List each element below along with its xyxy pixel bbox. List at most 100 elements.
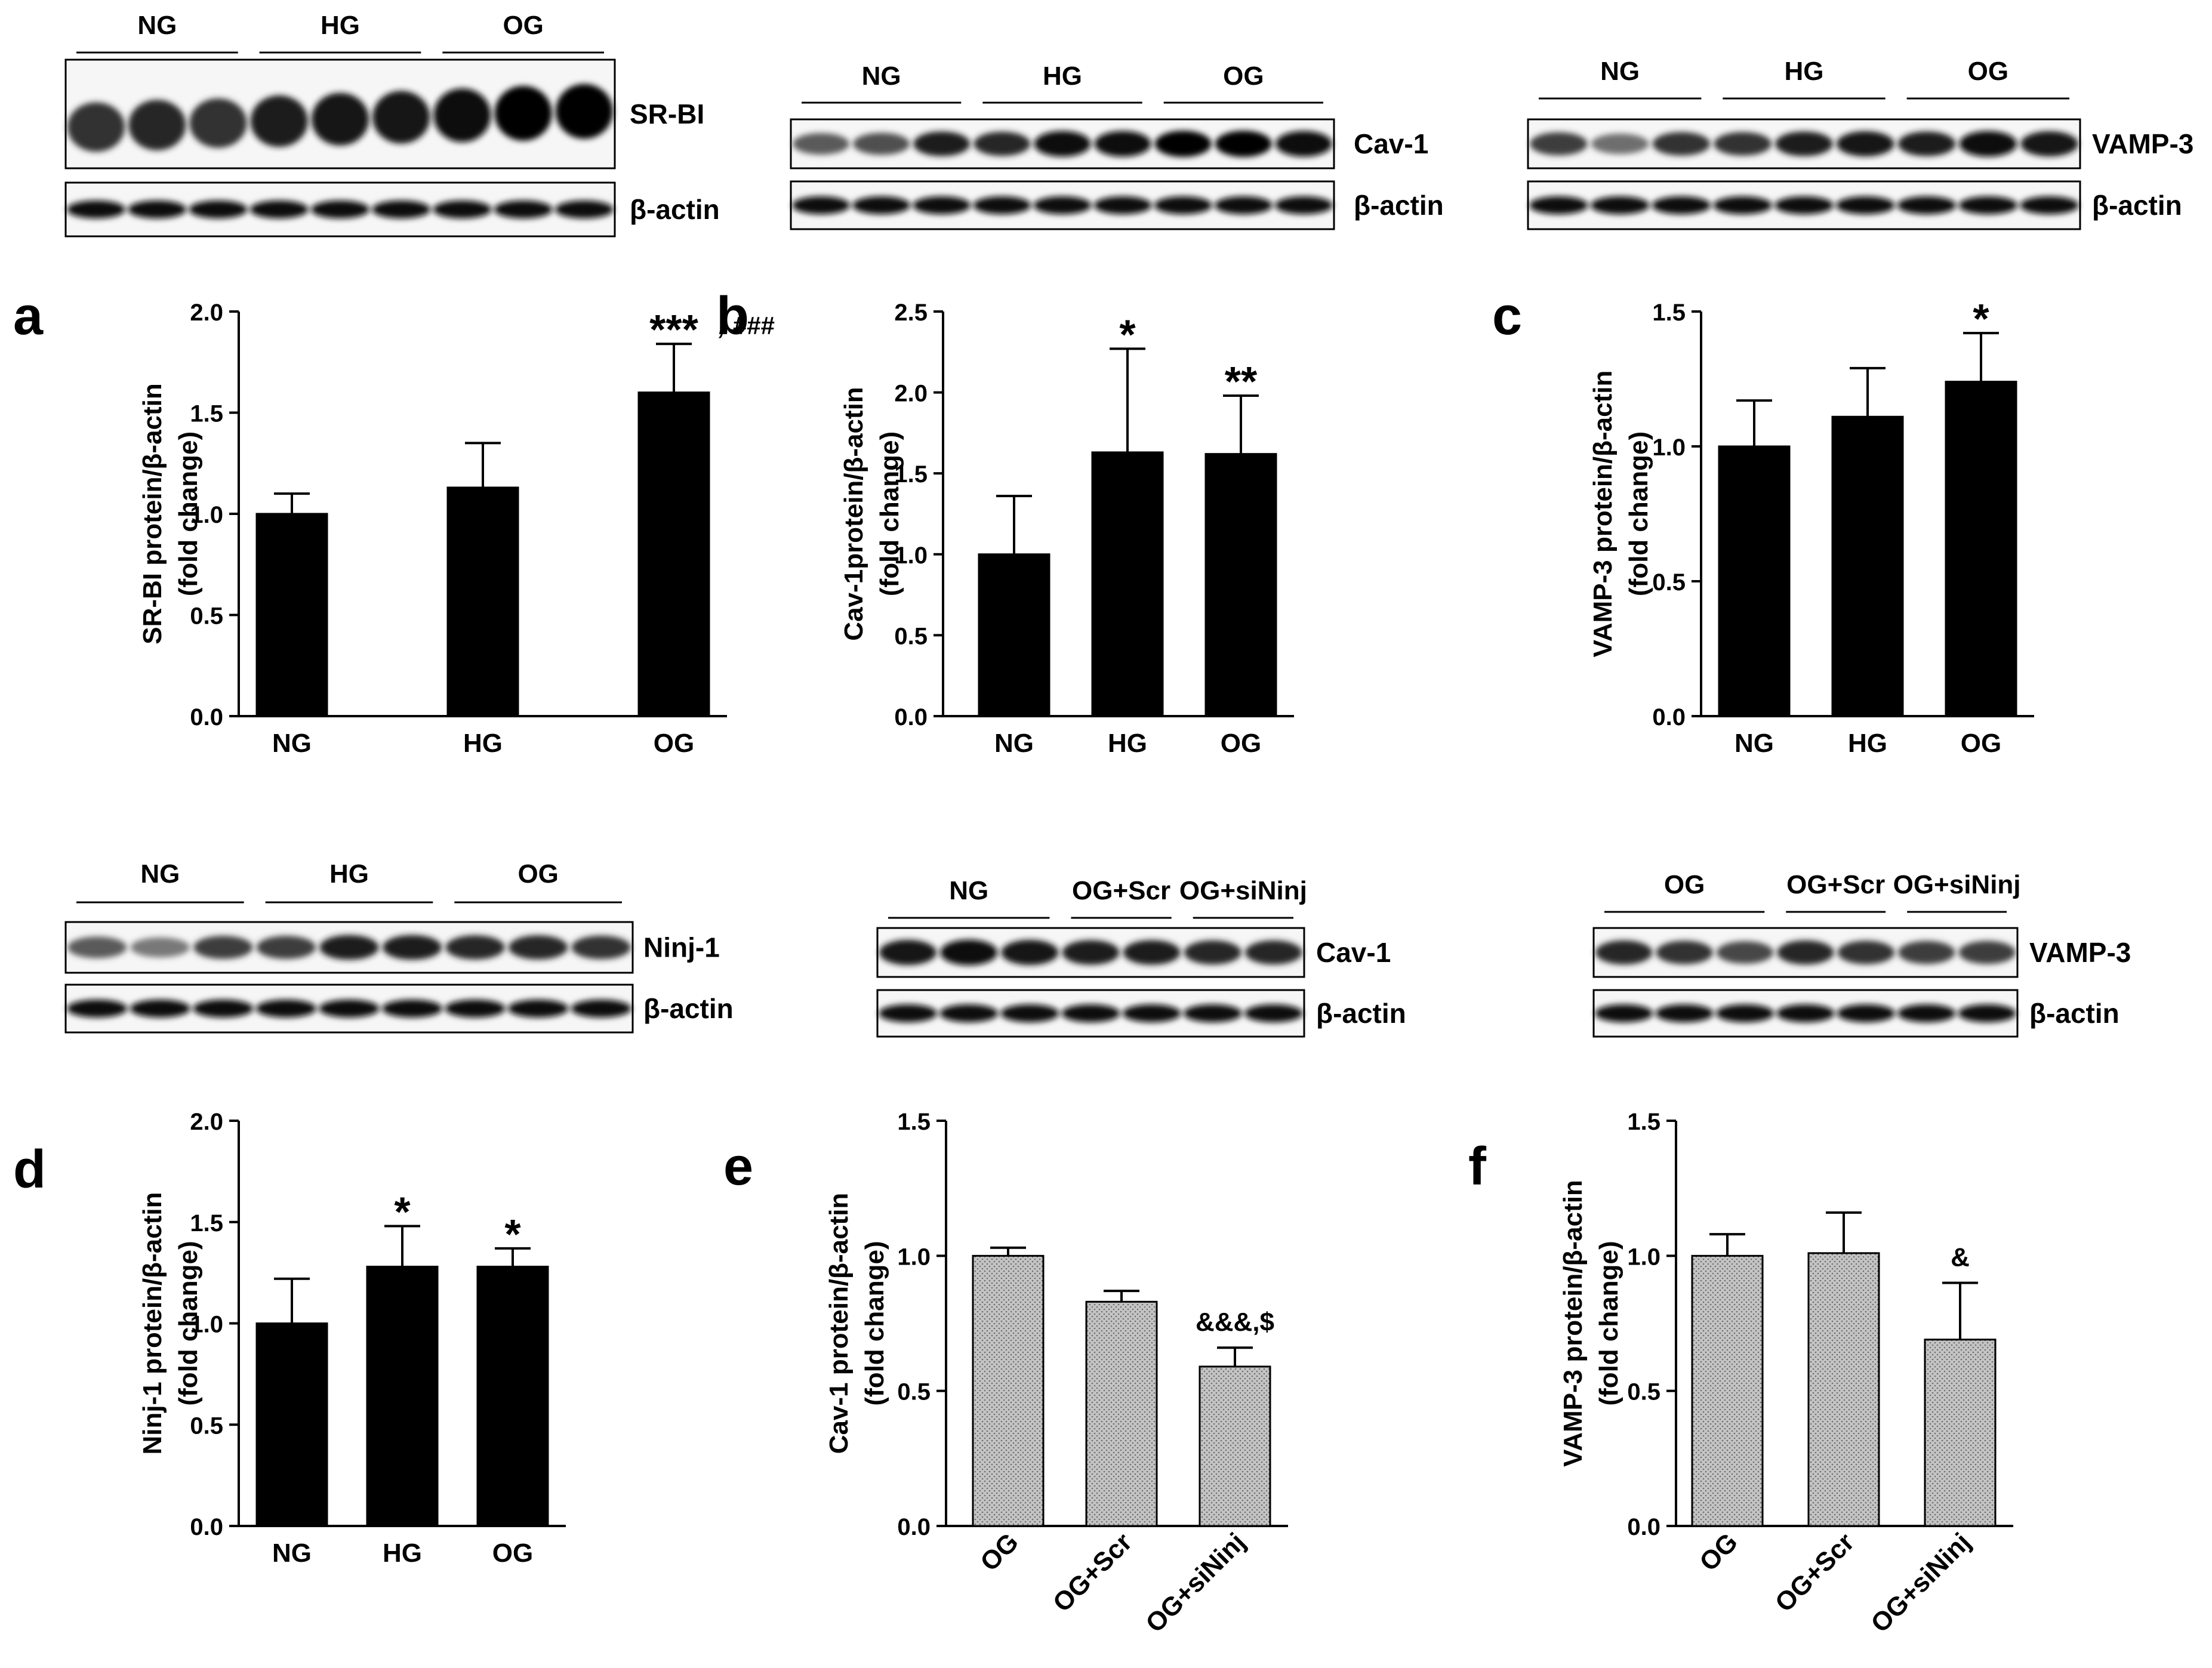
actin-band: [1274, 196, 1333, 214]
y-tick-label: 0.0: [897, 1514, 931, 1540]
blot-band: [382, 935, 442, 960]
blot-band: [130, 937, 190, 958]
western-blot-e: NG OG+Scr OG+siNinj Cav-1 β-actin: [876, 876, 1406, 1038]
blot-band: [1062, 940, 1120, 965]
actin-band: [1183, 1004, 1242, 1022]
blot-band: [494, 85, 552, 141]
blot-band: [1244, 940, 1302, 965]
x-tick-label: OG: [975, 1527, 1024, 1577]
y-tick-label: 1.5: [897, 1109, 931, 1135]
bar-ng: [255, 1322, 328, 1527]
blot-band: [1652, 132, 1711, 156]
x-tick-label: NG: [272, 729, 312, 758]
lane-group-label: OG: [517, 859, 558, 889]
actin-band: [67, 1000, 128, 1018]
y-tick-label: 1.5: [1652, 300, 1686, 326]
loading-control-label: β-actin: [1354, 190, 1444, 221]
x-tick-label: OG: [1694, 1527, 1743, 1577]
panel-letter: d: [13, 1140, 46, 1200]
y-tick-label: 2.5: [894, 300, 928, 326]
actin-band: [1595, 1004, 1653, 1022]
western-blot-f: OG OG+Scr OG+siNinj VAMP-3 β-actin: [1592, 870, 2131, 1038]
blot-band: [940, 939, 998, 966]
actin-band: [1774, 196, 1834, 214]
actin-band: [852, 196, 911, 214]
actin-band: [445, 1000, 506, 1018]
blot-band: [1836, 131, 1894, 157]
actin-band: [973, 196, 1031, 214]
y-tick-label: 1.0: [190, 502, 223, 528]
blot-band: [2020, 131, 2078, 157]
blot-band: [256, 936, 316, 959]
blot-band: [1958, 941, 2016, 964]
blot-band: [973, 131, 1031, 156]
x-tick-label: OG: [1961, 729, 2001, 758]
blot-band: [319, 935, 379, 960]
actin-band: [554, 201, 614, 218]
bar-hg: [1091, 451, 1164, 717]
y-tick-label: 1.0: [1652, 434, 1686, 461]
y-tick-label: 2.0: [894, 381, 928, 407]
blot-band: [1215, 131, 1272, 157]
actin-band: [1713, 196, 1773, 214]
blot-band: [1034, 131, 1091, 157]
x-tick-label: OG: [1221, 729, 1261, 758]
y-tick-label: 1.0: [897, 1244, 931, 1270]
actin-band: [1061, 1004, 1120, 1022]
bar-og: [1945, 381, 2017, 717]
blot-band: [1001, 939, 1059, 966]
y-tick-label: 0.5: [897, 1379, 931, 1405]
lane-group-label: NG: [137, 11, 177, 40]
protein-label: Cav-1: [1316, 937, 1391, 968]
significance-annotation: *: [1119, 311, 1136, 357]
actin-band: [381, 1000, 443, 1018]
x-tick-label: HG: [383, 1538, 422, 1568]
panel-letter: e: [723, 1137, 753, 1197]
actin-band: [1897, 1004, 1956, 1022]
significance-annotation: &&&,$: [1196, 1308, 1274, 1337]
actin-band: [1000, 1004, 1059, 1022]
blot-band: [1591, 133, 1649, 155]
loading-control-label: β-actin: [2029, 998, 2119, 1029]
y-tick-label: 0.5: [190, 603, 223, 630]
actin-band: [130, 1000, 190, 1018]
lane-group-label: OG+Scr: [1786, 870, 1885, 899]
actin-band: [494, 201, 553, 218]
y-tick-label: 1.0: [894, 542, 928, 569]
lane-group-label: HG: [329, 859, 369, 889]
blot-band: [879, 939, 937, 966]
significance-annotation: *: [394, 1189, 411, 1235]
lane-group-label: OG+siNinj: [1179, 876, 1307, 905]
actin-band: [913, 196, 971, 214]
actin-band: [1214, 196, 1273, 214]
y-tick-label: 1.0: [1627, 1244, 1660, 1270]
actin-band: [128, 201, 187, 218]
blot-band: [1716, 941, 1774, 964]
lane-group-label: OG+siNinj: [1893, 870, 2021, 899]
blot-band: [1837, 941, 1895, 964]
bar-hg: [366, 1265, 439, 1527]
actin-band: [1590, 196, 1650, 214]
panel-c: NG HG OG VAMP-3 β-actin c 0.0 0.5 1.0 1.5 VAMP-3 p…: [1492, 57, 2193, 758]
blot-band: [250, 95, 308, 147]
blot-band: [555, 84, 613, 139]
bar-chart-e: e 0.0 0.5 1.0 1.5 Cav-1 protein/β-actin (fold …: [723, 1109, 1288, 1638]
western-blot-c: NG HG OG VAMP-3 β-actin: [1527, 57, 2193, 230]
actin-band: [372, 201, 431, 218]
bar-og: [637, 391, 710, 717]
panel-letter: b: [716, 286, 749, 346]
actin-band: [1835, 196, 1895, 214]
x-tick-label: OG+siNinj: [1140, 1527, 1251, 1638]
y-tick-label: 2.0: [190, 300, 223, 326]
lane-group-label: OG: [1223, 61, 1264, 91]
y-tick-label: 1.5: [894, 461, 928, 488]
y-tick-label: 0.0: [190, 1514, 223, 1540]
y-axis-label: VAMP-3 protein/β-actin: [1588, 371, 1618, 658]
y-tick-label: 1.5: [1627, 1109, 1660, 1135]
actin-band: [433, 201, 492, 218]
lane-group-label: OG: [1968, 57, 2008, 86]
bar-hg: [446, 486, 519, 717]
bar-og-sininj: [1199, 1365, 1271, 1527]
y-axis-label-line2: (fold change): [1594, 1241, 1623, 1405]
